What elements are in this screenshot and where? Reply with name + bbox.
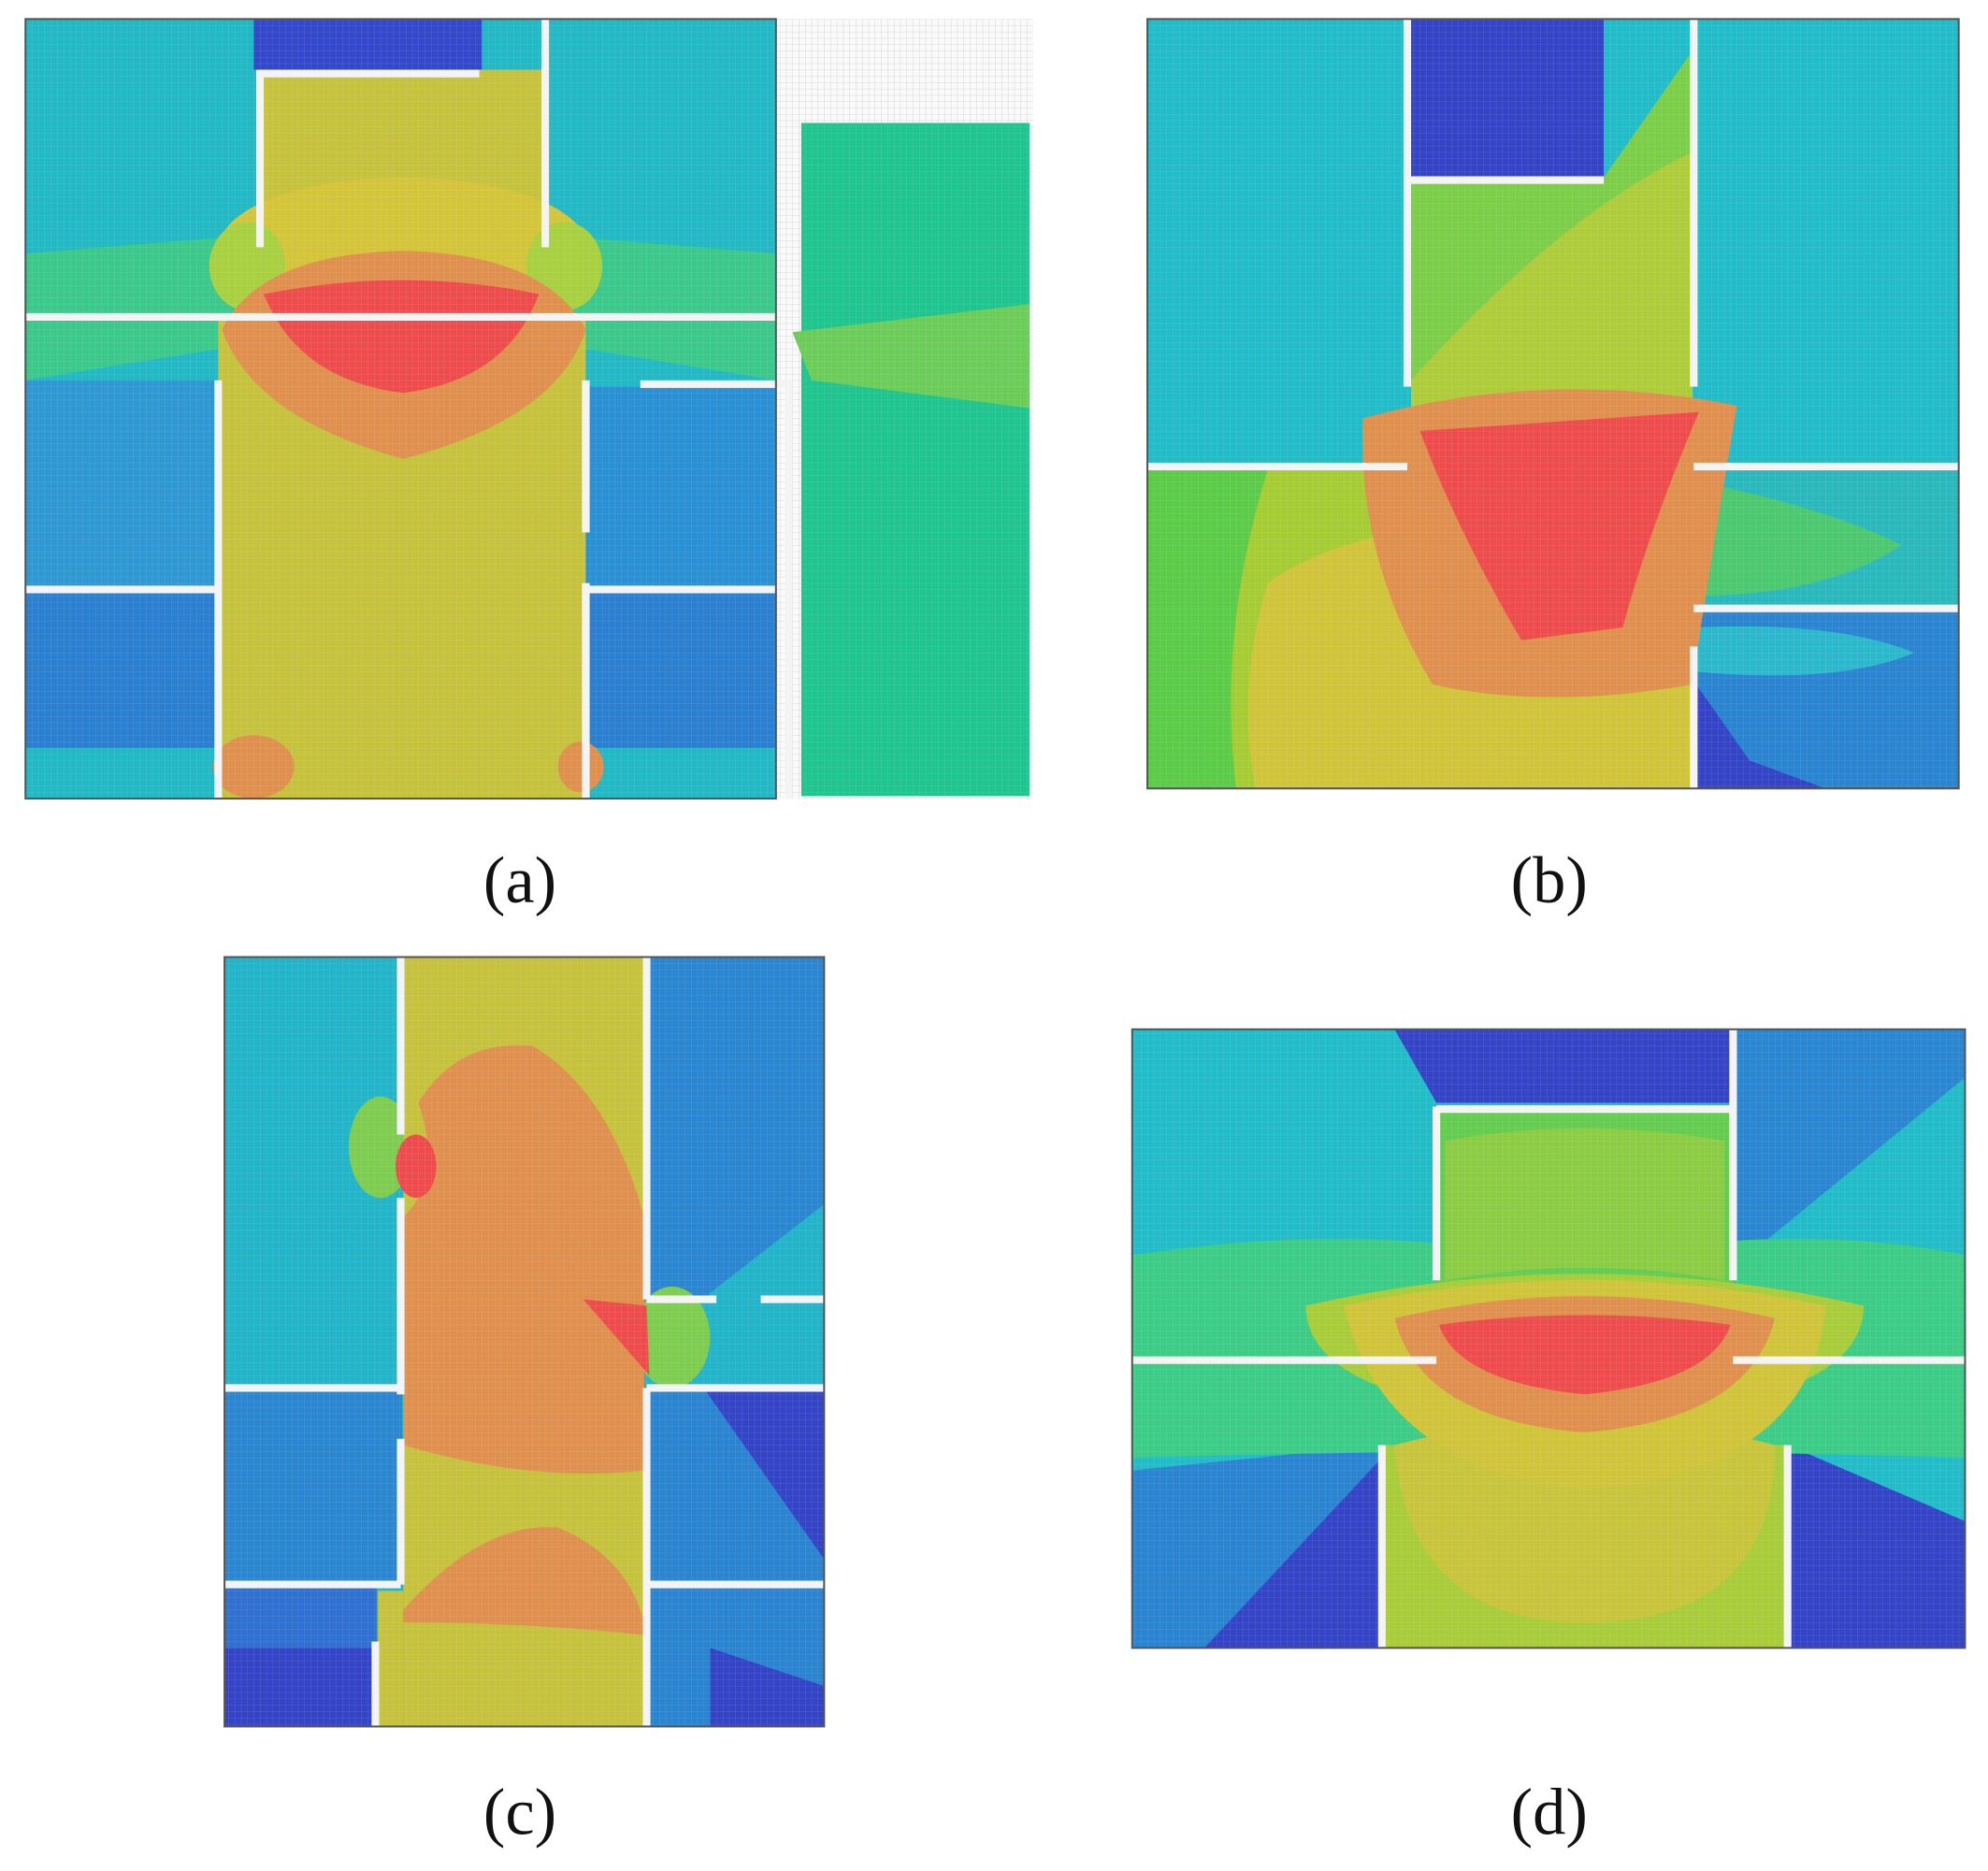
panel-d-map [1131, 1028, 1966, 1649]
walls [1131, 1029, 1966, 1648]
map-border [1131, 1028, 1966, 1649]
map-border [1146, 18, 1960, 790]
walls [25, 19, 793, 799]
panel-label: (a) [483, 844, 556, 917]
map-border [24, 18, 777, 800]
panel-label: (d) [1511, 1777, 1588, 1849]
panel-a-map [24, 18, 1034, 800]
grid-overlay [224, 957, 825, 1727]
map-border [223, 956, 826, 1728]
panel-c-map [223, 956, 826, 1728]
panel-label: (c) [483, 1777, 556, 1849]
walls [224, 957, 825, 1727]
grid-overlay [1147, 19, 1959, 789]
walls [1147, 19, 1959, 789]
grid-overlay [25, 19, 1034, 799]
panel-b-map [1146, 18, 1960, 790]
panel-label: (b) [1511, 844, 1588, 917]
grid-overlay [1131, 1029, 1966, 1648]
